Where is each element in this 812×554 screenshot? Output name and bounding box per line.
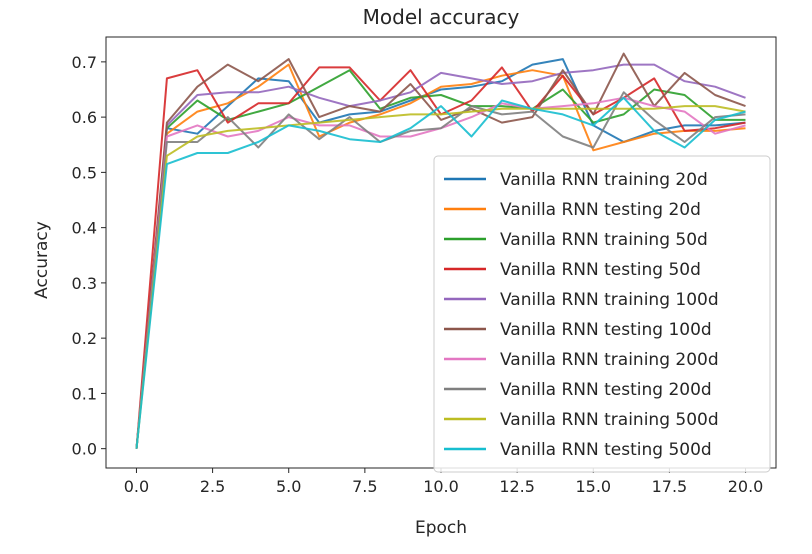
x-tick-label: 17.5: [652, 477, 688, 496]
legend-label: Vanilla RNN testing 20d: [500, 200, 701, 220]
y-tick-label: 0.2: [72, 329, 97, 348]
y-tick-label: 0.7: [72, 53, 97, 72]
y-axis-label: Accuracy: [32, 221, 52, 299]
x-tick-label: 0.0: [124, 477, 149, 496]
legend-label: Vanilla RNN training 500d: [500, 410, 719, 430]
x-tick-label: 7.5: [352, 477, 377, 496]
legend-label: Vanilla RNN testing 200d: [500, 380, 712, 400]
x-axis-label: Epoch: [415, 518, 467, 538]
x-tick-label: 5.0: [276, 477, 301, 496]
legend-label: Vanilla RNN training 200d: [500, 350, 719, 370]
series-line-5: [135, 63, 746, 449]
x-tick-label: 10.0: [423, 477, 459, 496]
chart-title: Model accuracy: [363, 5, 520, 29]
series-line-8: [135, 91, 746, 449]
y-tick-label: 0.0: [72, 440, 97, 459]
series-lines: [135, 52, 746, 449]
legend-label: Vanilla RNN training 100d: [500, 290, 719, 310]
series-line-2: [135, 63, 746, 449]
x-tick-label: 2.5: [200, 477, 225, 496]
y-tick-label: 0.3: [72, 274, 97, 293]
legend-label: Vanilla RNN testing 100d: [500, 320, 712, 340]
x-axis: 0.0 2.5 5.0 7.5 10.0 12.5 15.0 17.5 20.0: [124, 468, 764, 496]
series-line-6: [135, 52, 746, 449]
y-tick-label: 0.1: [72, 384, 97, 403]
y-axis: 0.0 0.1 0.2 0.3 0.4 0.5 0.6 0.7: [72, 53, 106, 459]
legend-box: [433, 155, 771, 473]
legend-label: Vanilla RNN training 20d: [500, 170, 708, 190]
series-line-10: [135, 96, 746, 449]
series-line-9: [135, 105, 746, 449]
y-tick-label: 0.4: [72, 219, 97, 238]
x-tick-label: 15.0: [575, 477, 611, 496]
x-tick-label: 20.0: [728, 477, 764, 496]
y-tick-label: 0.6: [72, 108, 97, 127]
legend: Vanilla RNN training 20d Vanilla RNN test…: [433, 155, 771, 473]
legend-label: Vanilla RNN testing 500d: [500, 440, 712, 460]
legend-label: Vanilla RNN training 50d: [500, 230, 708, 250]
x-tick-label: 12.5: [499, 477, 535, 496]
y-tick-label: 0.5: [72, 163, 97, 182]
legend-label: Vanilla RNN testing 50d: [500, 260, 701, 280]
